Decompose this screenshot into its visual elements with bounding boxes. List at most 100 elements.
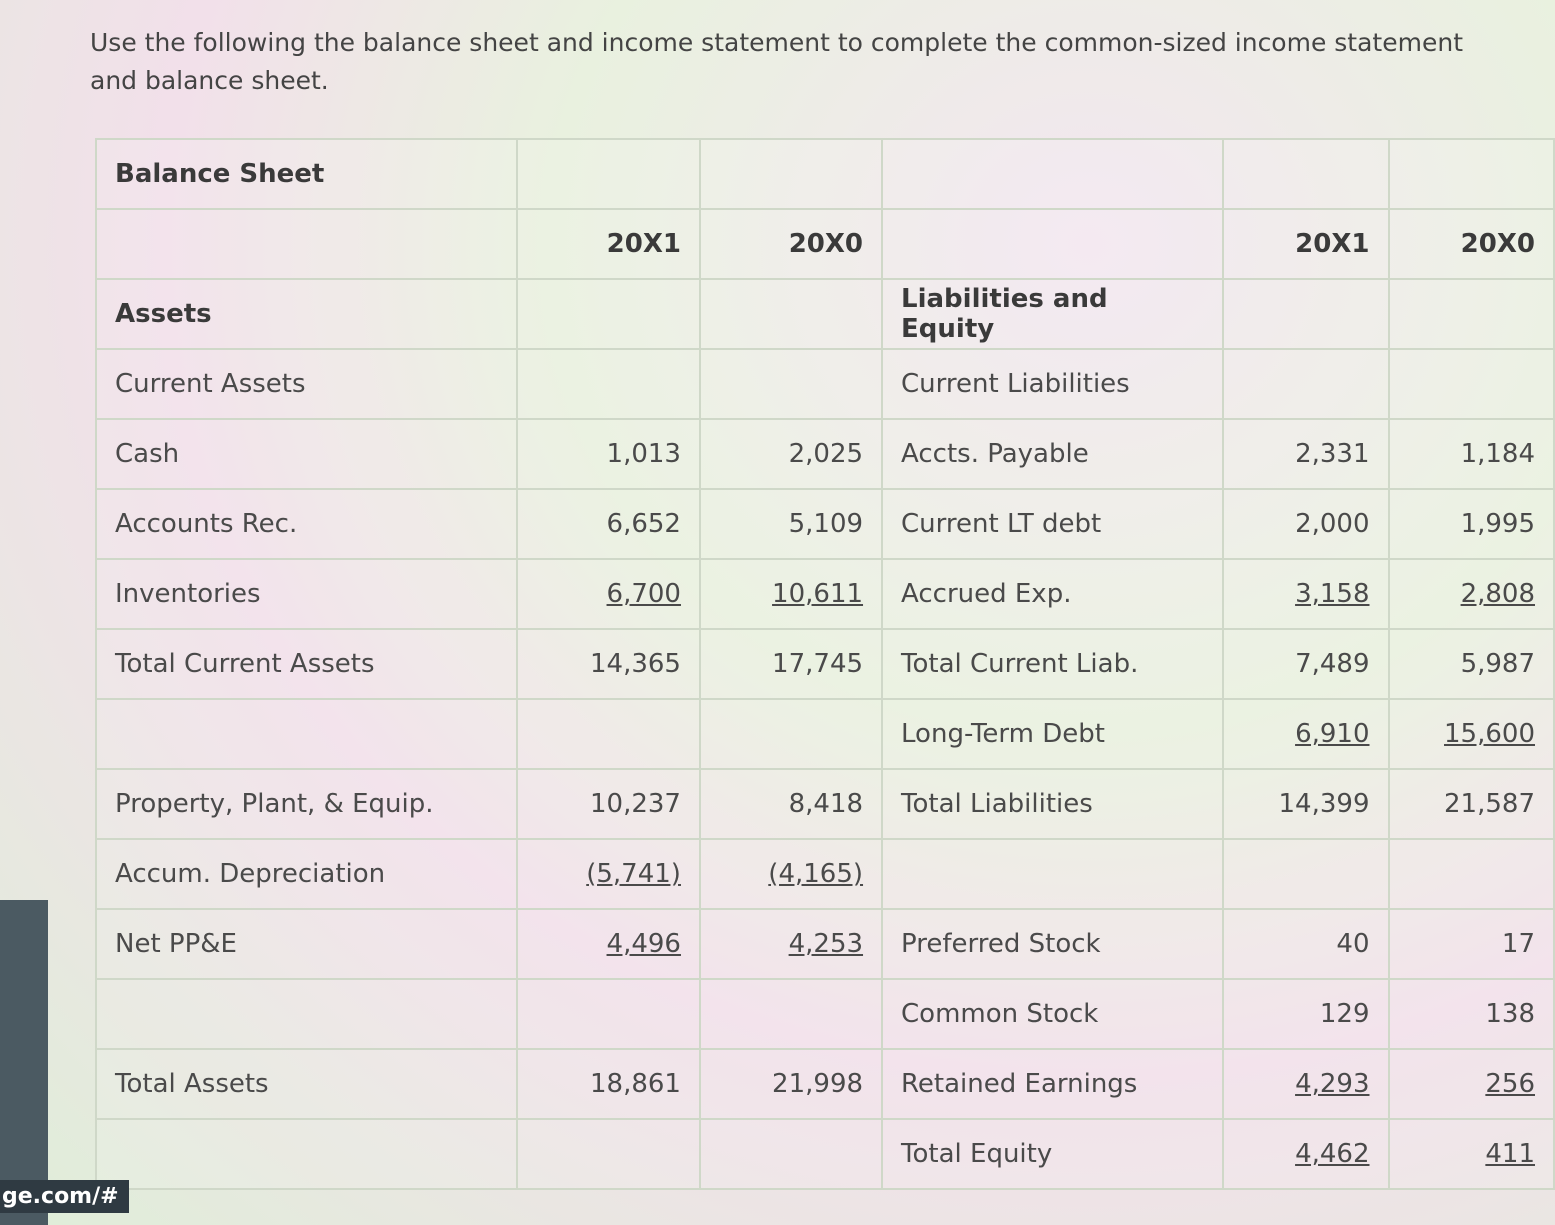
table-cell [698, 138, 884, 210]
table-cell: 411 [1387, 1118, 1555, 1190]
prompt-text: Use the following the balance sheet and … [90, 28, 1463, 95]
cell-text: Total Liabilities [901, 789, 1093, 819]
cell-text: 5,987 [1460, 649, 1535, 679]
cell-text: 20X0 [788, 229, 864, 259]
cell-text: 20X1 [606, 229, 681, 259]
table-cell: Liabilities and Equity [881, 278, 1225, 350]
table-cell [94, 698, 519, 770]
table-cell: Accum. Depreciation [94, 838, 519, 910]
table-cell: 4,462 [1222, 1118, 1390, 1190]
cell-text: 6,910 [1295, 719, 1370, 749]
url-fragment: ge.com/# [0, 1180, 129, 1213]
table-cell [698, 698, 884, 770]
table-row: Inventories 6,700 10,611 Accrued Exp. 3,158 2… [94, 558, 1555, 630]
table-cell: 2,025 [698, 418, 884, 490]
cell-text: 4,462 [1295, 1139, 1370, 1169]
cell-text: 14,365 [589, 649, 681, 679]
table-cell [881, 838, 1225, 910]
cell-text: 21,587 [1444, 789, 1535, 819]
table-row: Accum. Depreciation (5,741) (4,165) [94, 838, 1555, 910]
cell-text: Net PP&E [115, 929, 237, 959]
table-cell: Preferred Stock [881, 908, 1225, 980]
table-cell: Accts. Payable [881, 418, 1225, 490]
cell-text: 2,808 [1460, 579, 1535, 609]
table-cell: 20X0 [1387, 208, 1555, 280]
cell-text: Long-Term Debt [901, 719, 1105, 749]
table-cell: Current LT debt [881, 488, 1225, 560]
table-cell: 3,158 [1222, 558, 1390, 630]
table-cell [698, 278, 884, 350]
table-cell: 4,293 [1222, 1048, 1390, 1120]
cell-text: 10,237 [589, 789, 681, 819]
table-cell: 10,237 [516, 768, 701, 840]
table-cell [516, 1118, 701, 1190]
cell-text: 40 [1336, 929, 1370, 959]
table-cell [698, 348, 884, 420]
table-row: Accounts Rec. 6,652 5,109 Current LT debt 2,… [94, 488, 1555, 560]
table-cell: 21,998 [698, 1048, 884, 1120]
table-cell [881, 208, 1225, 280]
table-cell: 20X1 [516, 208, 701, 280]
table-cell: Property, Plant, & Equip. [94, 768, 519, 840]
cell-text: 17,745 [772, 649, 864, 679]
table-cell: 6,700 [516, 558, 701, 630]
table-cell: 1,013 [516, 418, 701, 490]
table-cell: 4,496 [516, 908, 701, 980]
cell-text: 20X0 [1460, 229, 1535, 259]
cell-text: Cash [115, 439, 180, 469]
table-cell: 256 [1387, 1048, 1555, 1120]
table-cell [1222, 278, 1390, 350]
cell-text: 5,109 [788, 509, 864, 539]
cell-text: 1,013 [606, 439, 681, 469]
table-cell: Total Assets [94, 1048, 519, 1120]
table-cell: Total Current Liab. [881, 628, 1225, 700]
cell-text: Total Assets [115, 1069, 269, 1099]
cell-text: 8,418 [788, 789, 864, 819]
table-row: Property, Plant, & Equip. 10,237 8,418 Tota… [94, 768, 1555, 840]
cell-text: Liabilities and Equity [901, 284, 1108, 344]
table-cell: 40 [1222, 908, 1390, 980]
table-cell: 138 [1387, 978, 1555, 1050]
table-cell: 21,587 [1387, 768, 1555, 840]
cell-text: Current Liabilities [901, 369, 1130, 399]
table-cell: 5,987 [1387, 628, 1555, 700]
cell-text: 6,652 [606, 509, 681, 539]
table-row: Cash 1,013 2,025 Accts. Payable 2,331 1,184 [94, 418, 1555, 490]
table-cell: 5,109 [698, 488, 884, 560]
table-cell [516, 698, 701, 770]
table-cell [1387, 838, 1555, 910]
table-cell: (5,741) [516, 838, 701, 910]
table-cell: Long-Term Debt [881, 698, 1225, 770]
cell-text: (5,741) [586, 859, 681, 889]
cell-text: 3,158 [1295, 579, 1370, 609]
table-cell: Assets [94, 278, 519, 350]
table-cell: 6,652 [516, 488, 701, 560]
table-cell: 17 [1387, 908, 1555, 980]
table-row: Total Equity 4,462 411 [94, 1118, 1555, 1190]
table-cell: Accrued Exp. [881, 558, 1225, 630]
table-cell [698, 978, 884, 1050]
cell-text: 138 [1485, 999, 1535, 1029]
table-cell: 17,745 [698, 628, 884, 700]
cell-text: 1,184 [1460, 439, 1535, 469]
table-cell [698, 1118, 884, 1190]
table-row: Net PP&E 4,496 4,253 Preferred Stock 40 17 [94, 908, 1555, 980]
table-cell [516, 348, 701, 420]
table-row: Total Current Assets 14,365 17,745 Total Cu… [94, 628, 1555, 700]
cell-text: 17 [1501, 929, 1535, 959]
cell-text: Current Assets [115, 369, 306, 399]
table-cell: 20X1 [1222, 208, 1390, 280]
cell-text: 15,600 [1444, 719, 1535, 749]
table-cell [1222, 138, 1390, 210]
table-cell [516, 138, 701, 210]
cell-text: Total Current Assets [115, 649, 375, 679]
table-cell: Retained Earnings [881, 1048, 1225, 1120]
cell-text: 18,861 [589, 1069, 681, 1099]
table-cell: 10,611 [698, 558, 884, 630]
table-cell: 129 [1222, 978, 1390, 1050]
table-cell: Balance Sheet [94, 138, 519, 210]
table-cell: 7,489 [1222, 628, 1390, 700]
table-cell: (4,165) [698, 838, 884, 910]
cell-text: 2,025 [788, 439, 864, 469]
cell-text: Inventories [115, 579, 261, 609]
